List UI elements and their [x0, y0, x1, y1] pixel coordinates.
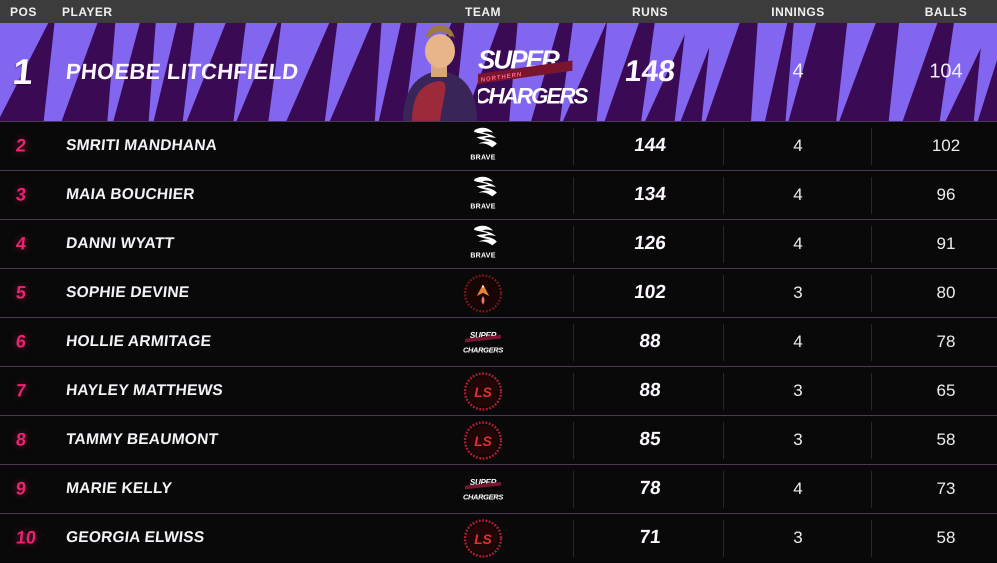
svg-text:CHARGERS: CHARGERS [478, 84, 589, 109]
